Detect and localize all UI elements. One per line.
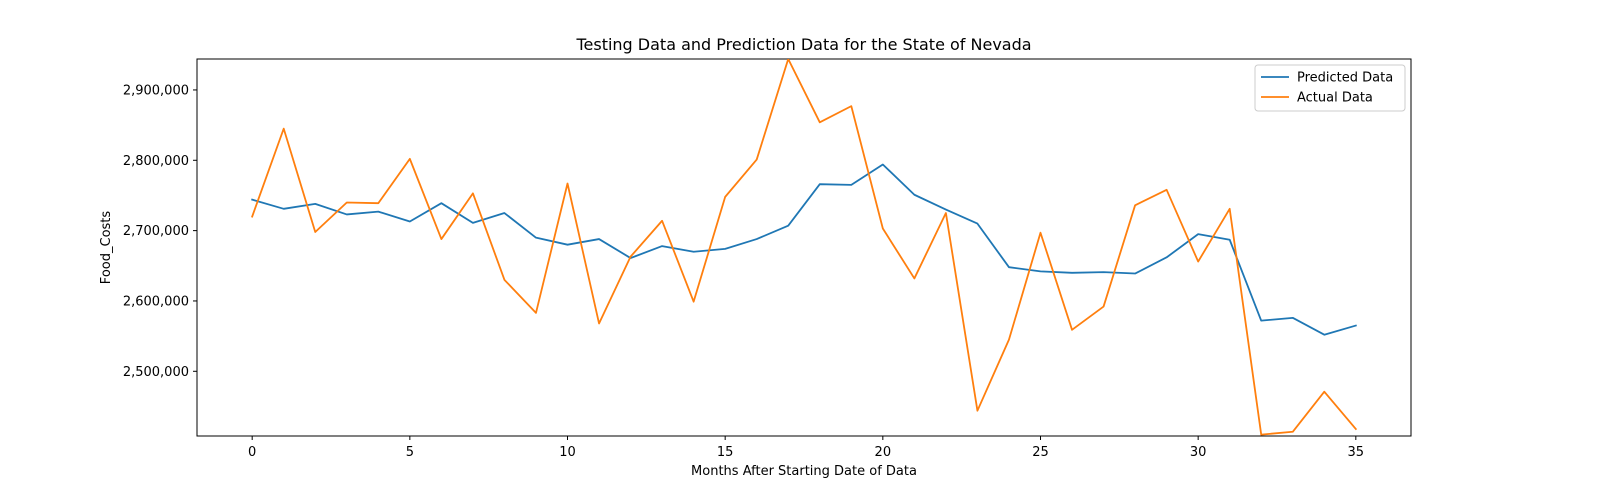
chart-title: Testing Data and Prediction Data for the… (575, 35, 1031, 54)
series-line-actual (251, 59, 1358, 436)
x-tick-label: 10 (559, 445, 576, 460)
x-tick-label: 15 (717, 445, 734, 460)
y-tick-label: 2,800,000 (123, 154, 189, 169)
x-tick-label: 35 (1348, 445, 1365, 460)
series-lines (251, 59, 1358, 436)
legend-label: Actual Data (1297, 91, 1373, 106)
series-line-predicted (251, 163, 1357, 336)
legend-box (1254, 64, 1406, 112)
y-tick-label: 2,500,000 (123, 365, 189, 380)
x-tick-label: 20 (875, 445, 892, 460)
x-tick-label: 30 (1190, 445, 1207, 460)
plot-frame (196, 58, 1412, 437)
legend: Predicted Data Actual Data (1254, 64, 1406, 112)
x-tick-label: 25 (1032, 445, 1049, 460)
plot-area (196, 58, 1412, 437)
y-tick-label: 2,600,000 (123, 294, 189, 309)
x-tick-label: 0 (248, 445, 256, 460)
y-tick-label: 2,700,000 (123, 224, 189, 239)
legend-label: Predicted Data (1297, 71, 1393, 86)
y-axis: 2,500,000 2,600,000 2,700,000 2,800,000 2,90… (123, 83, 197, 380)
x-tick-label: 5 (406, 445, 414, 460)
y-axis-label: Food_Costs (99, 211, 114, 285)
x-axis-label: Months After Starting Date of Data (691, 464, 917, 479)
y-tick-label: 2,900,000 (123, 83, 189, 98)
x-axis: 0 5 10 15 20 25 30 35 (248, 436, 1364, 460)
